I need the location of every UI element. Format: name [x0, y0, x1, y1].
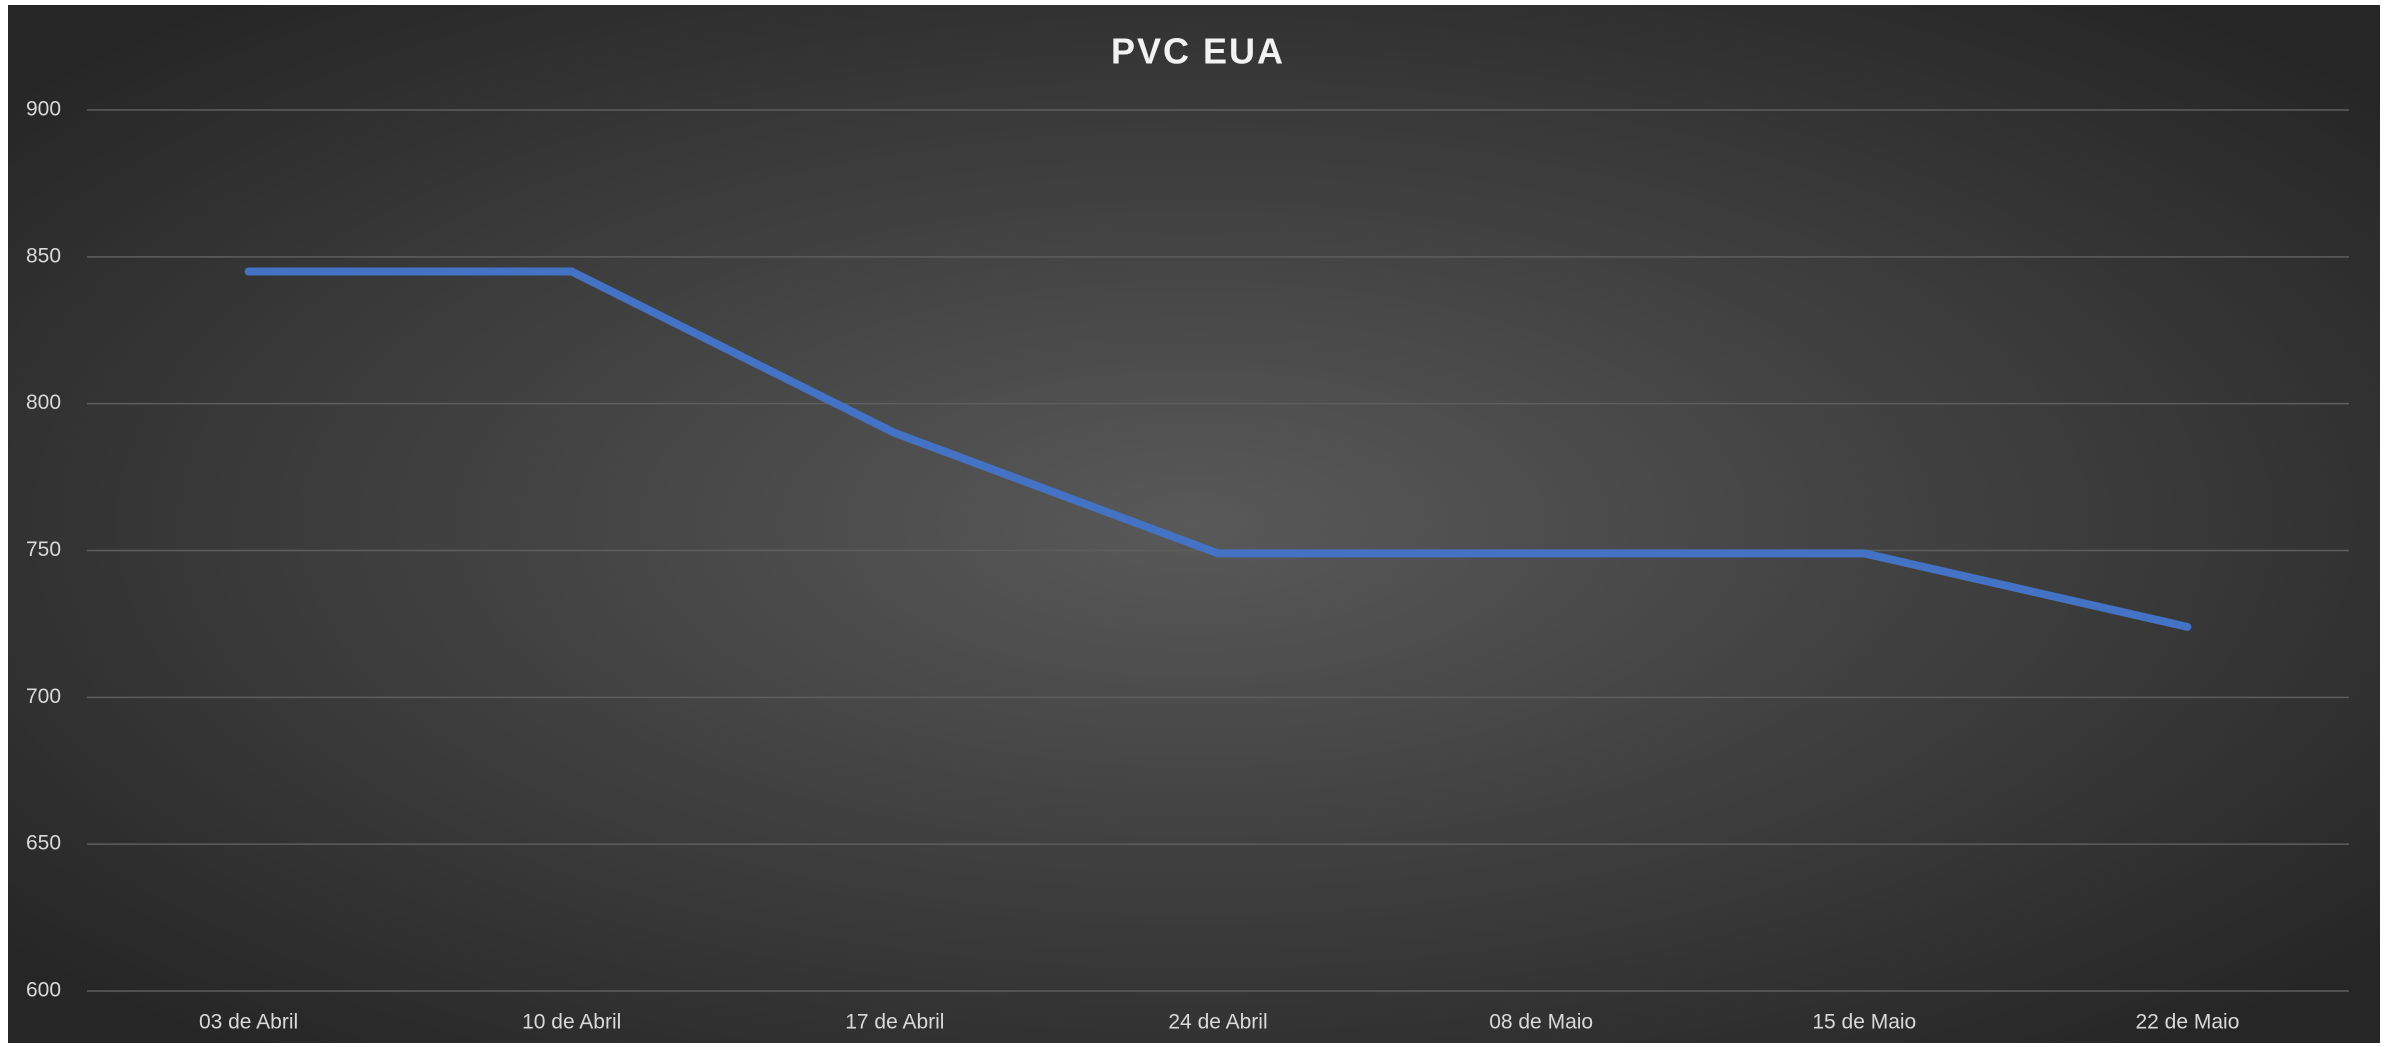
chart-background — [8, 5, 2380, 1043]
y-tick-label: 750 — [26, 538, 61, 561]
x-tick-label: 08 de Maio — [1489, 1011, 1593, 1034]
x-tick-label: 22 de Maio — [2135, 1011, 2239, 1034]
y-tick-label: 650 — [26, 832, 61, 855]
chart-title: PVC EUA — [1111, 31, 1285, 72]
line-series — [244, 267, 2192, 631]
y-tick-label: 700 — [26, 685, 61, 708]
y-tick-label: 800 — [26, 391, 61, 414]
x-tick-label: 10 de Abril — [522, 1011, 621, 1034]
x-tick-label: 15 de Maio — [1812, 1011, 1916, 1034]
y-tick-label: 600 — [26, 979, 61, 1002]
x-tick-label: 24 de Abril — [1168, 1011, 1267, 1034]
x-tick-label: 03 de Abril — [199, 1011, 298, 1034]
x-tick-label: 17 de Abril — [845, 1011, 944, 1034]
y-tick-label: 900 — [26, 98, 61, 121]
y-tick-label: 850 — [26, 244, 61, 267]
